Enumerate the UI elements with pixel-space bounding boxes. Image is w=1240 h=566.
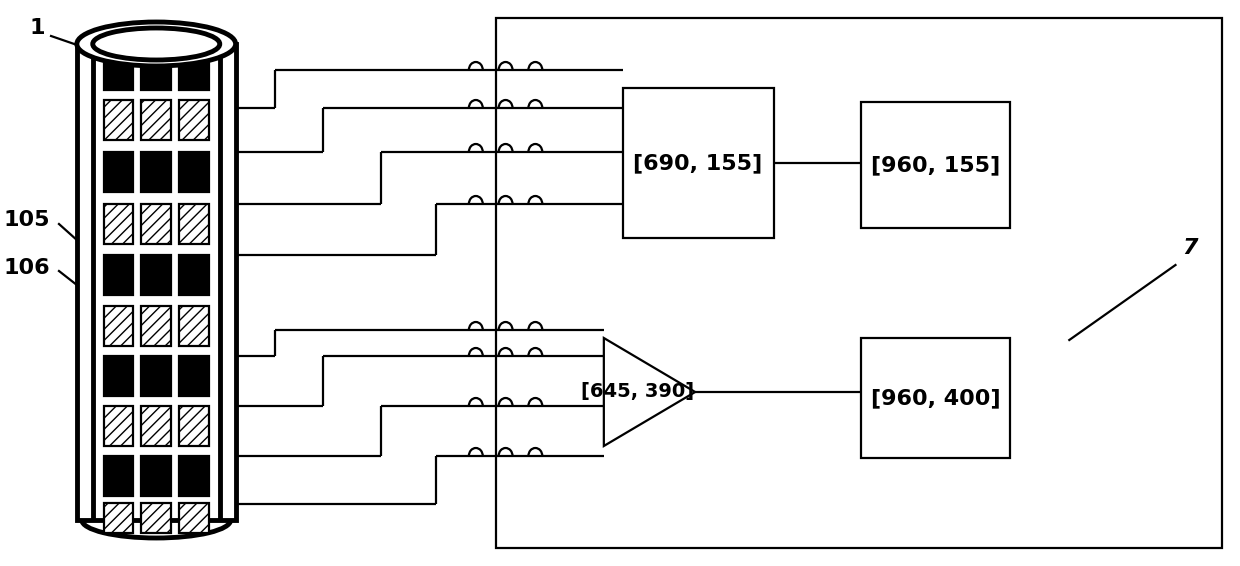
Bar <box>104 503 134 533</box>
Bar <box>622 88 774 238</box>
Bar <box>179 406 208 446</box>
Bar <box>141 456 171 496</box>
Bar <box>179 204 208 244</box>
Bar <box>141 356 171 396</box>
Bar <box>179 306 208 346</box>
Bar <box>104 306 134 346</box>
Text: 1: 1 <box>30 18 45 38</box>
Bar <box>861 338 1009 458</box>
Bar <box>861 102 1009 228</box>
Bar <box>179 60 208 90</box>
Bar <box>104 152 134 192</box>
Text: [960, 155]: [960, 155] <box>870 155 999 175</box>
Bar <box>179 152 208 192</box>
Text: [960, 400]: [960, 400] <box>870 388 1001 408</box>
Bar <box>141 152 171 192</box>
Bar <box>179 255 208 295</box>
Bar <box>141 204 171 244</box>
Bar <box>179 100 208 140</box>
Text: 7: 7 <box>1183 238 1198 258</box>
Bar <box>141 60 171 90</box>
Ellipse shape <box>93 28 219 60</box>
Bar <box>179 456 208 496</box>
Bar <box>77 44 236 520</box>
Bar <box>104 100 134 140</box>
Text: [645, 390]: [645, 390] <box>582 383 694 401</box>
Text: 106: 106 <box>4 258 51 278</box>
Bar <box>104 406 134 446</box>
Polygon shape <box>604 338 696 446</box>
Bar <box>496 18 1223 548</box>
Bar <box>141 100 171 140</box>
Bar <box>104 456 134 496</box>
Bar <box>141 306 171 346</box>
Bar <box>179 356 208 396</box>
Text: 105: 105 <box>4 210 51 230</box>
Bar <box>141 503 171 533</box>
Bar <box>179 503 208 533</box>
Bar <box>104 204 134 244</box>
Bar <box>141 255 171 295</box>
Bar <box>104 255 134 295</box>
Ellipse shape <box>77 22 236 66</box>
Text: [690, 155]: [690, 155] <box>634 153 763 173</box>
Bar <box>104 60 134 90</box>
Bar <box>141 406 171 446</box>
Bar <box>104 356 134 396</box>
